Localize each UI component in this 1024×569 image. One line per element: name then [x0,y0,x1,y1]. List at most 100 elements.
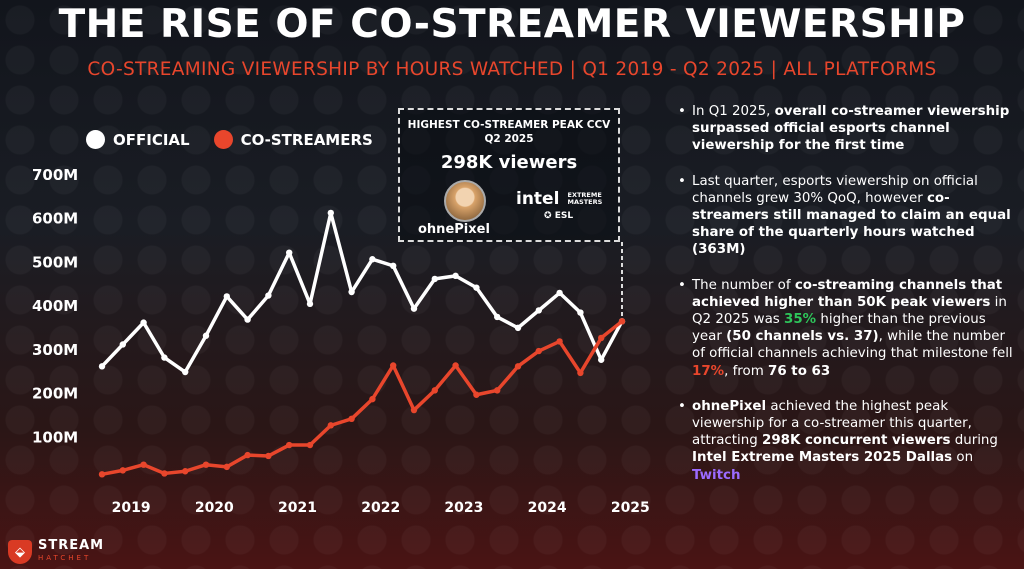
data-point-official [265,292,272,299]
y-tick-label: 400M [32,297,78,315]
data-point-costreamers [514,363,522,370]
data-point-costreamers [286,441,293,449]
legend-label-official: OFFICIAL [113,130,190,149]
callout-value: 298K viewers [440,152,578,173]
data-point-official [202,332,210,339]
data-point-official [577,309,584,316]
streamer-avatar [444,180,486,222]
page-subtitle: CO-STREAMING VIEWERSHIP BY HOURS WATCHED… [87,59,937,80]
data-point-costreamers [265,452,272,460]
y-tick-label: 300M [32,341,78,359]
data-point-costreamers [244,451,251,459]
x-tick-label: 2019 [112,500,151,516]
insight-text-part: (50 channels vs. 37) [726,329,879,345]
insight-text-part: The number of [692,277,795,293]
intel-logo-text: intel [516,188,560,209]
data-point-official [182,368,189,376]
x-tick-label: 2022 [361,500,400,516]
data-point-official [452,272,459,280]
legend-label-costreamers: CO-STREAMERS [240,130,373,149]
insight-text-part: on [952,450,974,466]
data-point-official [535,307,542,314]
y-tick-label: 100M [32,428,78,446]
insight-text-part: 76 to 63 [768,363,831,379]
callout-title-line1: HIGHEST CO-STREAMER PEAK CCV [407,119,611,131]
insight-text-part: Twitch [692,467,741,483]
data-point-costreamers [161,470,168,477]
data-point-official [161,354,168,361]
data-point-official [140,319,147,326]
data-point-costreamers [348,415,355,422]
insight-text-part: in Q2 2025 was [692,294,1007,328]
x-tick-label: 2021 [278,500,317,516]
series-line-costreamers [101,319,624,477]
y-tick-label: 500M [32,253,78,271]
esl-logo-text: ✪ ESL [544,210,574,221]
data-point-costreamers [473,391,480,398]
data-point-official [556,289,563,297]
data-point-costreamers [494,387,501,394]
insight-item: In Q1 2025, overall co-streamer viewersh… [678,103,1013,155]
peak-ccv-callout: HIGHEST CO-STREAMER PEAK CCV Q2 2025 298… [398,108,620,242]
insight-text-part: , from [724,363,768,379]
data-point-costreamers [556,338,563,345]
insight-text-part: In Q1 2025, [692,104,775,119]
streamer-name: ohnePixel [418,222,490,237]
data-point-costreamers [431,387,438,394]
legend-item-costreamers: CO-STREAMERS [213,130,373,149]
data-point-official [494,313,501,321]
data-point-official [473,284,480,291]
data-point-costreamers [306,441,314,449]
callout-title: HIGHEST CO-STREAMER PEAK CCV Q2 2025 [400,118,618,146]
event-logo: intel EXTREME MASTERS ✪ ESL [516,188,612,221]
insight-text-part: ohnePixel [692,398,767,414]
data-point-costreamers [223,463,230,471]
data-point-official [244,316,251,323]
insight-text-part: 298K concurrent viewers [762,433,951,449]
page-title: THE RISE OF CO-STREAMER VIEWERSHIP [58,2,966,47]
insight-text-part: higher than the previous year [692,312,986,345]
series-line-official [100,211,624,374]
insight-text-part: 35% [784,312,817,328]
x-tick-label: 2025 [611,500,650,516]
data-point-official [369,256,376,263]
data-point-official [431,275,438,283]
insight-text-part: Last quarter, esports viewership on offi… [692,173,978,206]
data-point-costreamers [369,395,376,403]
insight-text-part: 17% [692,363,725,379]
insights-list: In Q1 2025, overall co-streamer viewersh… [678,103,1013,502]
brand-logo: ⬙ STREAM HATCHET [8,538,105,564]
iem-line1: EXTREME [567,190,602,199]
legend-swatch-costreamers [213,130,233,149]
esl-label: ESL [554,210,574,221]
brand-logo-line1: STREAM [38,538,105,553]
insight-text-part: during [950,433,998,449]
insight-text-part: overall co-streamer viewership surpassed… [692,104,1010,154]
data-point-official [223,293,230,300]
insight-text-part: co-streaming channels that achieved high… [692,277,1003,310]
insight-item: ohnePixel achieved the highest peak view… [678,398,1013,484]
data-point-costreamers [202,461,210,468]
brand-logo-line2: HATCHET [38,554,92,562]
data-point-official [348,288,355,296]
data-point-costreamers [577,369,584,377]
data-point-official [286,249,293,256]
insight-item: The number of co-streaming channels that… [678,277,1013,380]
insight-text-part: Intel Extreme Masters 2025 Dallas [692,450,953,466]
brand-badge-icon: ⬙ [8,540,32,564]
insight-text-part: , while the number of official channels … [692,329,1013,362]
legend-item-official: OFFICIAL [86,130,190,149]
callout-title-line2: Q2 2025 [484,133,534,145]
y-tick-label: 600M [32,210,78,228]
iem-logo-text: EXTREME MASTERS [567,190,603,206]
insight-item: Last quarter, esports viewership on offi… [678,173,1013,259]
data-point-costreamers [98,471,106,478]
insight-text-part: achieved the highest peak viewership for… [692,398,972,449]
legend-swatch-official [86,130,105,149]
data-point-costreamers [119,467,127,474]
data-point-costreamers [598,334,605,342]
insight-text-part: co-streamers still managed to claim an e… [692,190,1011,258]
data-point-official [514,324,522,332]
data-point-costreamers [410,406,418,414]
data-point-costreamers [390,362,397,369]
